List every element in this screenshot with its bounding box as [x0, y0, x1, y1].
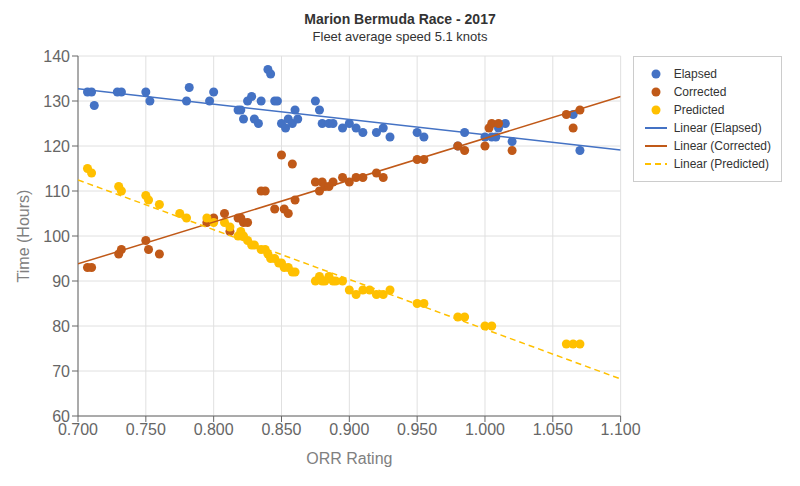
html-text:Corrected: Corrected — [673, 85, 727, 99]
html-text:Predicted: Predicted — [673, 103, 725, 117]
svg-text:90: 90 — [52, 273, 70, 290]
svg-text:0.950: 0.950 — [397, 421, 437, 438]
svg-text:0.750: 0.750 — [126, 421, 166, 438]
svg-text:0.900: 0.900 — [329, 421, 369, 438]
svg-text:60: 60 — [52, 408, 70, 425]
svg-text:100: 100 — [43, 228, 70, 245]
svg-text:120: 120 — [43, 138, 70, 155]
html-text:Elapsed: Elapsed — [673, 67, 717, 81]
svg-text:70: 70 — [52, 363, 70, 380]
html-text:Fleet average speed 5.1 knots: Fleet average speed 5.1 knots — [312, 29, 488, 44]
svg-text:1.000: 1.000 — [465, 421, 505, 438]
svg-text:0.800: 0.800 — [194, 421, 234, 438]
svg-text:130: 130 — [43, 93, 70, 110]
html-text:Linear (Elapsed): Linear (Elapsed) — [673, 121, 762, 135]
html-text:Marion Bermuda Race - 2017: Marion Bermuda Race - 2017 — [304, 11, 496, 27]
svg-text:1.100: 1.100 — [601, 421, 641, 438]
svg-text:80: 80 — [52, 318, 70, 335]
html-text:Linear (Corrected): Linear (Corrected) — [673, 139, 771, 153]
svg-text:Time (Hours): Time (Hours) — [15, 190, 32, 283]
svg-text:0.850: 0.850 — [261, 421, 301, 438]
svg-text:0.700: 0.700 — [58, 421, 98, 439]
svg-text:140: 140 — [43, 48, 70, 65]
svg-text:ORR Rating: ORR Rating — [306, 450, 392, 467]
svg-text:1.050: 1.050 — [533, 421, 573, 438]
svg-text:110: 110 — [44, 183, 70, 200]
html-text:Linear (Predicted): Linear (Predicted) — [673, 157, 769, 171]
